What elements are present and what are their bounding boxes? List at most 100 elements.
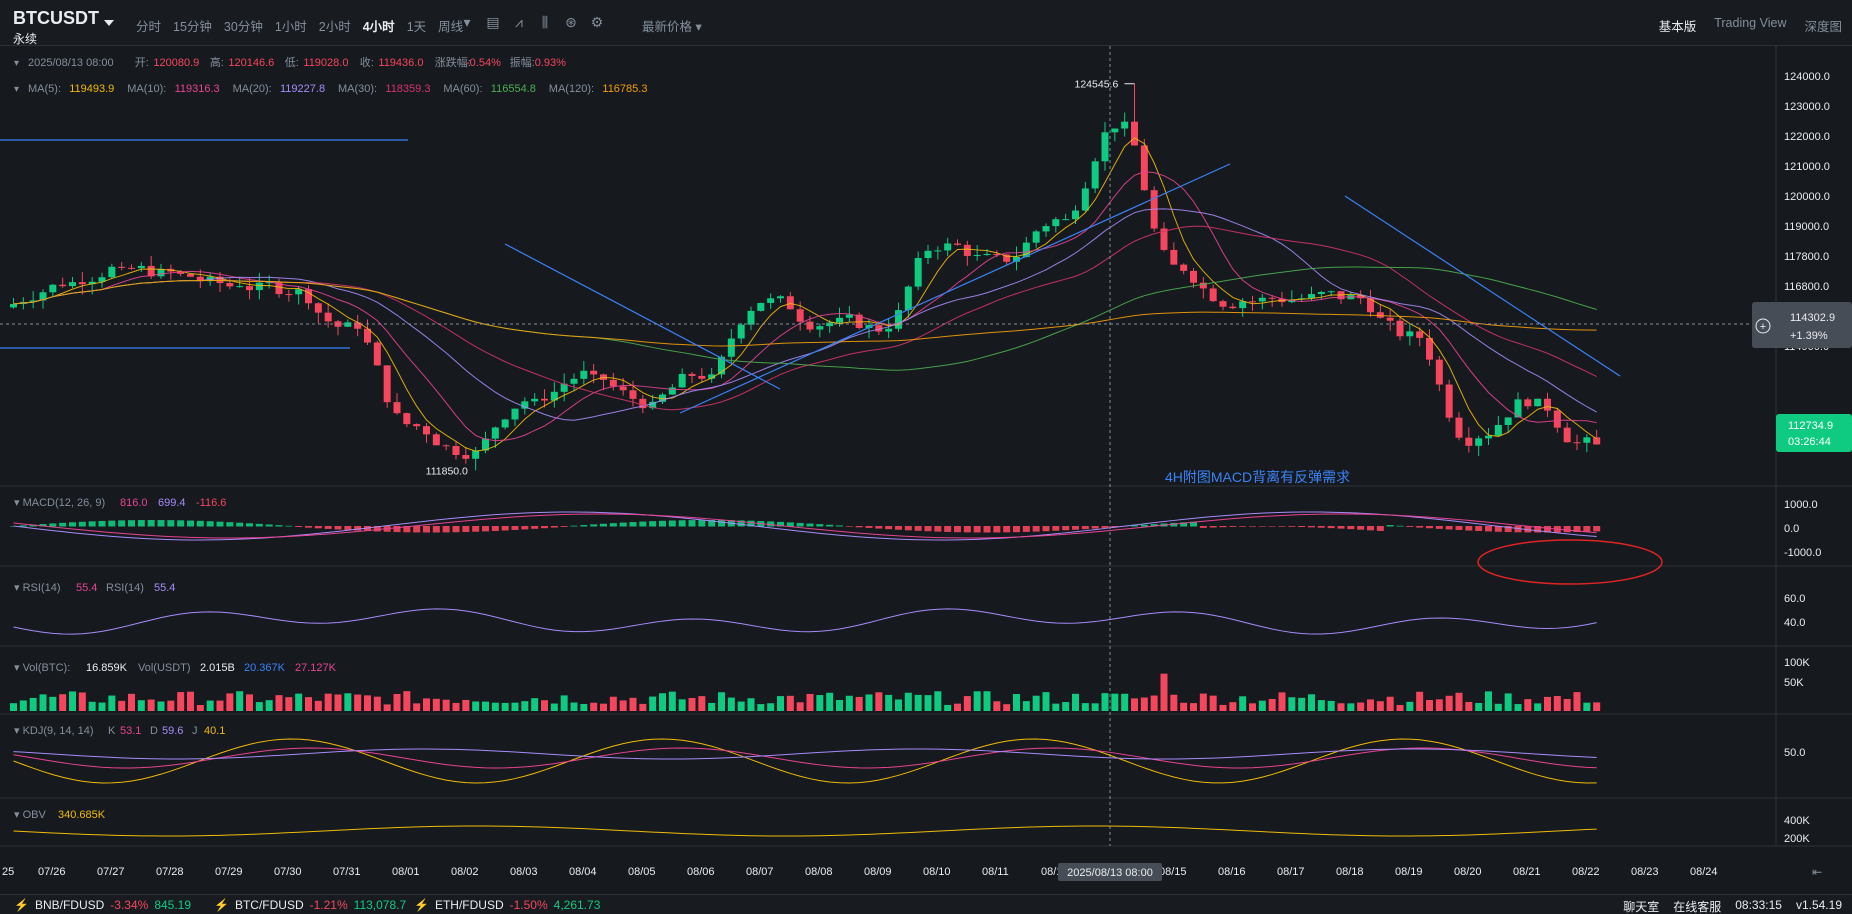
interval-tab[interactable]: 1小时	[274, 20, 307, 34]
candle-body	[413, 424, 421, 427]
current-price-box	[1776, 414, 1852, 452]
volume-bar	[560, 695, 568, 711]
candle-body	[1219, 301, 1227, 307]
footer-item[interactable]: 在线客服	[1673, 900, 1722, 914]
interval-tab[interactable]: 周线	[438, 20, 464, 34]
gear-icon[interactable]: ⚙	[590, 14, 604, 30]
macd-hist	[423, 526, 430, 533]
interval-tab[interactable]: 2小时	[318, 20, 351, 34]
candle-body	[59, 284, 67, 287]
interval-tab[interactable]: 30分钟	[223, 20, 263, 34]
view-tab[interactable]: Trading View	[1714, 16, 1787, 30]
chevron-down-icon[interactable]: ▾	[463, 14, 471, 30]
candle	[747, 306, 755, 331]
candle-body	[423, 426, 430, 435]
interval-tabs: 分时 15分钟 30分钟 1小时 2小时 4小时 1天 周线	[136, 16, 475, 35]
macd-hist	[580, 525, 588, 527]
footer-item[interactable]: 08:33:15	[1735, 898, 1782, 912]
candle	[757, 302, 765, 312]
candle	[1465, 427, 1473, 453]
view-tab[interactable]: 深度图	[1804, 20, 1842, 34]
volume-bar	[1052, 703, 1060, 711]
chart-background	[0, 46, 1852, 894]
volume-bar	[649, 696, 657, 711]
interval-tab[interactable]: 15分钟	[173, 20, 212, 34]
candle-body	[1032, 231, 1040, 243]
macd-hist	[432, 526, 440, 533]
macd-hist	[560, 526, 568, 527]
macd-hist	[816, 524, 824, 527]
candle-body	[963, 244, 971, 256]
macd-hist	[78, 521, 86, 527]
macd-hist	[19, 525, 27, 527]
volume-bar	[137, 700, 145, 711]
macd-hist	[1475, 526, 1483, 531]
candle-body	[1081, 188, 1089, 211]
rsi-label: ▾ RSI(14)	[14, 582, 60, 594]
interval-tab[interactable]: 分时	[136, 20, 162, 34]
candle-body	[550, 391, 558, 401]
price-type-select[interactable]: 最新价格 ▾	[642, 20, 702, 34]
candle-body	[1485, 435, 1492, 439]
ticker-item[interactable]: ⚡ BNB/FDUSD -3.34% 845.19	[14, 898, 192, 912]
macd-hist	[1396, 525, 1404, 527]
macd-hist	[206, 521, 214, 527]
candle	[1573, 434, 1581, 451]
interval-tab[interactable]: 1天	[406, 20, 427, 34]
volume-bar	[236, 691, 244, 711]
candle-body	[157, 268, 165, 277]
volume-bar	[334, 694, 342, 711]
symbol-dropdown-icon[interactable]	[104, 20, 114, 26]
ma-value: 119316.3	[175, 83, 220, 95]
candle	[767, 293, 775, 309]
candle-body	[1524, 399, 1532, 407]
candle-body	[983, 253, 991, 255]
volume-bar	[29, 697, 37, 711]
kdj-d-line	[13, 748, 1597, 760]
candle-body	[639, 398, 647, 409]
volume-bar	[1249, 703, 1256, 711]
candle	[118, 262, 126, 271]
candle-body	[1426, 337, 1433, 360]
ticker-item[interactable]: ⚡ ETH/FDUSD -1.50% 4,261.73	[414, 898, 601, 912]
candle-body	[973, 254, 981, 256]
candle	[619, 378, 627, 396]
compare-icon[interactable]: ⫼	[541, 14, 549, 30]
macd-hist	[344, 526, 352, 531]
candle	[541, 389, 548, 408]
macd-hist	[98, 520, 106, 527]
indicator-icon[interactable]: ⩘	[515, 14, 523, 30]
macd-hist	[531, 526, 539, 529]
macd-hist	[1239, 526, 1247, 527]
footer-item[interactable]: 聊天室	[1623, 900, 1660, 914]
candle-body	[1583, 437, 1591, 443]
candle-body	[521, 401, 529, 409]
macd-hist	[442, 526, 450, 533]
macd-hist	[216, 521, 224, 527]
macd-hist	[668, 520, 676, 527]
view-tab[interactable]: 基本版	[1658, 20, 1697, 34]
price-tick: 123000.0	[1784, 101, 1830, 113]
candle	[49, 283, 57, 298]
volume-bar	[1101, 693, 1109, 711]
ticker-item[interactable]: ⚡ BTC/FDUSD -1.21% 113,078.7	[214, 898, 407, 912]
symbol-title[interactable]: BTCUSDT	[13, 8, 99, 28]
volume-bar	[816, 695, 824, 711]
draw-icon[interactable]: ⊛	[565, 14, 577, 30]
kline-chart[interactable]: 124545.6 111850.0 124000.0 123000.0 122000.0…	[0, 46, 1852, 894]
footer-item[interactable]: v1.54.19	[1795, 898, 1842, 912]
volume-bar	[1140, 697, 1148, 711]
volume-bar	[1209, 695, 1217, 711]
candle	[904, 285, 912, 318]
trend-line	[504, 243, 781, 390]
candle-body	[501, 419, 509, 428]
interval-tab[interactable]: 4小时	[362, 20, 395, 34]
price-tick: 122000.0	[1784, 131, 1830, 143]
candle-type-icon[interactable]: ▤	[486, 14, 500, 30]
candle-body	[1553, 410, 1561, 428]
candle-body	[354, 322, 362, 329]
macd-hist	[659, 520, 666, 527]
macd-hist	[187, 520, 194, 527]
candle-body	[1170, 249, 1178, 265]
ohlc-field: 2025/08/13 08:00	[28, 57, 114, 69]
